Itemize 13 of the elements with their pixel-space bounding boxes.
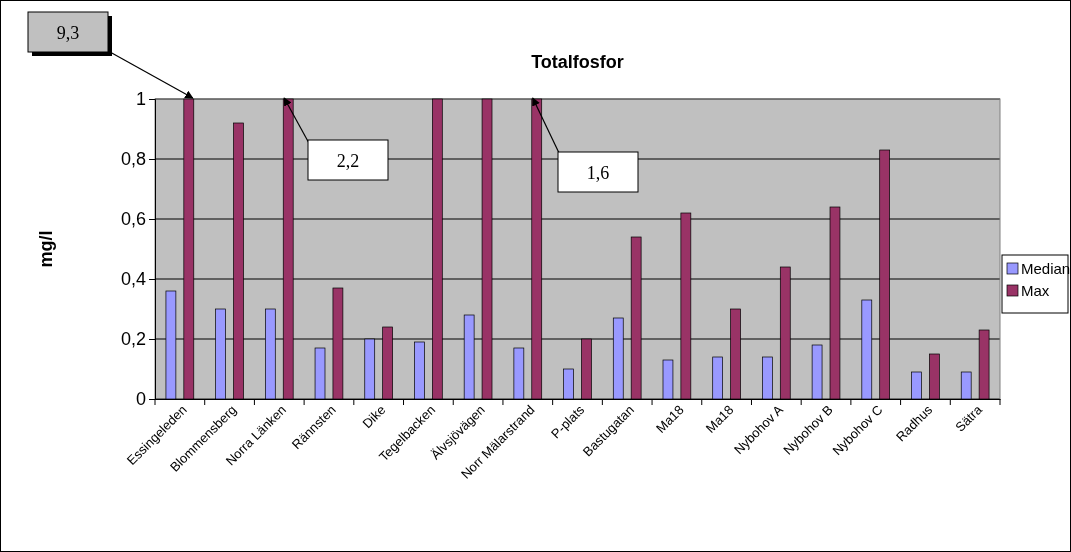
annotation: 1,6 — [586, 163, 610, 183]
y-axis-title: mg/l — [36, 230, 56, 268]
y-tick-label: 0,4 — [120, 269, 146, 290]
y-tick-label: 0,8 — [120, 149, 146, 170]
y-tick-label: 0 — [135, 389, 146, 410]
legend-label: Max — [1021, 282, 1050, 299]
text: 9,3 — [56, 23, 80, 43]
legend-label: Median — [1021, 260, 1071, 277]
annotation: 2,2 — [336, 151, 360, 171]
y-tick-label: 1 — [135, 89, 146, 110]
chart-title: Totalfosfor — [531, 52, 624, 72]
y-tick-label: 0,6 — [120, 209, 146, 230]
y-tick-label: 0,2 — [120, 329, 146, 350]
